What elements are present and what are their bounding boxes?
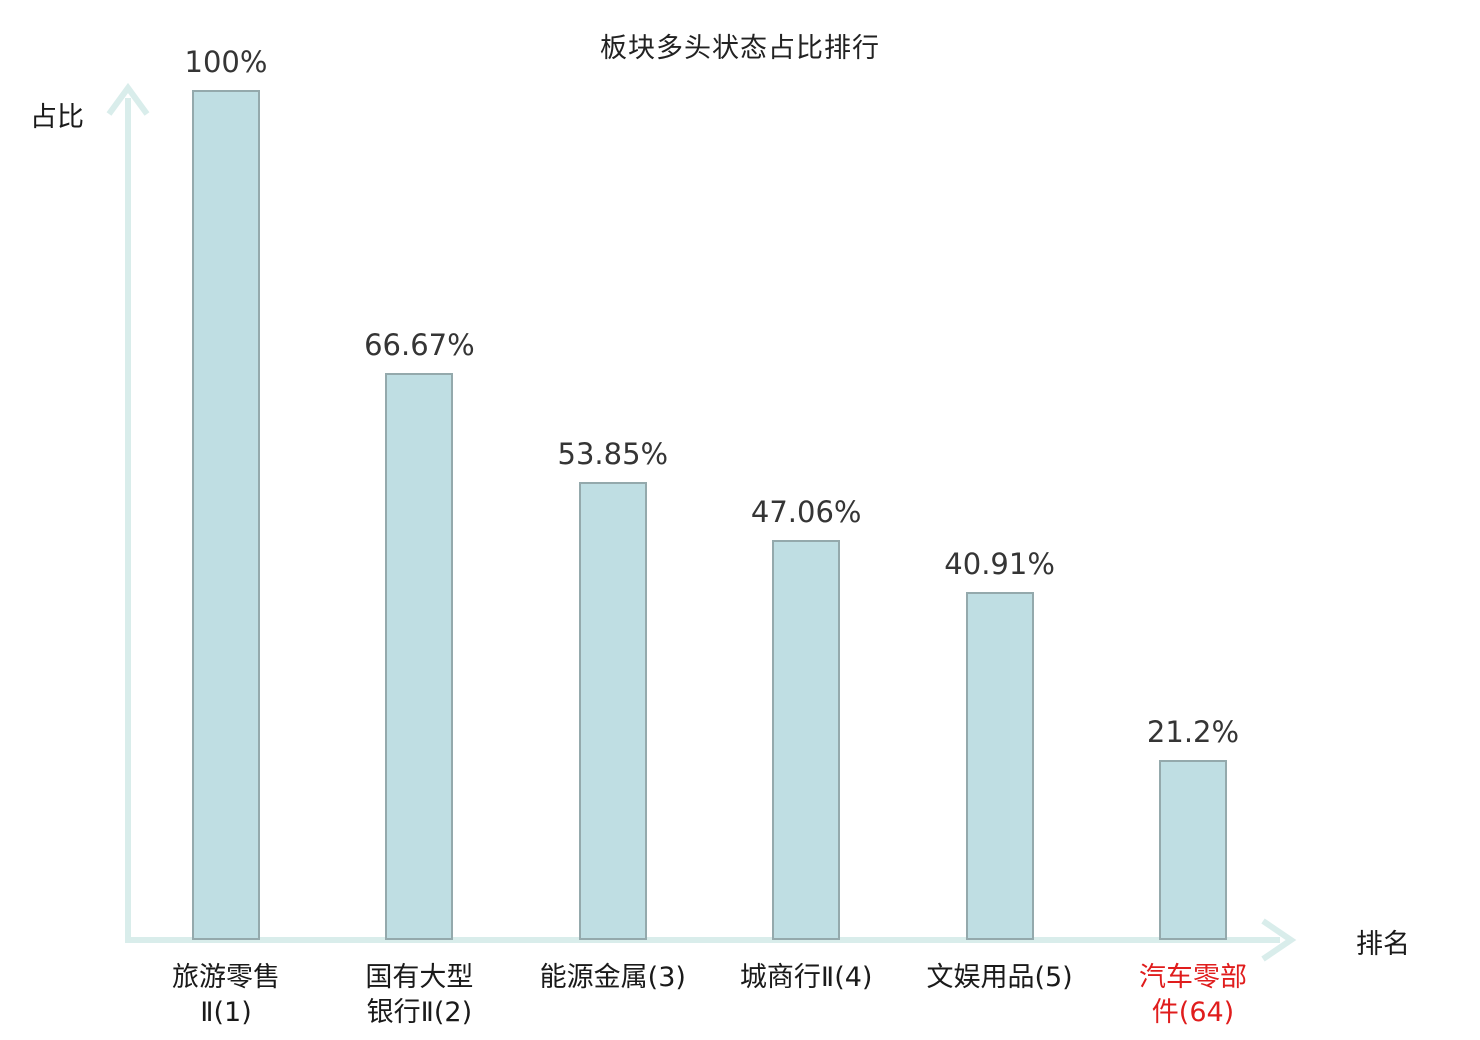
bar-category-label: 汽车零部 件(64)	[1139, 962, 1247, 1028]
y-axis-arrow-icon	[106, 82, 150, 116]
y-axis-label: 占比	[30, 102, 84, 133]
bar	[192, 90, 260, 940]
bar-value-label: 53.85%	[557, 437, 669, 472]
bar	[772, 539, 841, 940]
bar-value-label: 40.91%	[944, 547, 1055, 582]
bar-category-label: 城商行Ⅱ(4)	[739, 962, 873, 993]
bar-category-label: 文娱用品(5)	[926, 962, 1073, 993]
x-axis-label: 排名	[1356, 929, 1410, 960]
bar-value-label: 47.06%	[750, 494, 862, 529]
bar-category-label: 能源金属(3)	[539, 962, 686, 993]
bar-value-label: 21.2%	[1146, 714, 1240, 749]
bar-value-label: 66.67%	[364, 328, 475, 363]
chart-title: 板块多头状态占比排行	[600, 33, 880, 64]
bar-category-label: 国有大型 银行Ⅱ(2)	[365, 962, 474, 1028]
bar	[1159, 759, 1227, 940]
bar	[385, 373, 454, 940]
x-axis-arrow-icon	[1261, 918, 1297, 962]
bar-value-label: 100%	[184, 45, 268, 79]
bar	[578, 482, 647, 940]
bar-category-label: 旅游零售 Ⅱ(1)	[172, 962, 280, 1028]
bar	[965, 592, 1034, 940]
